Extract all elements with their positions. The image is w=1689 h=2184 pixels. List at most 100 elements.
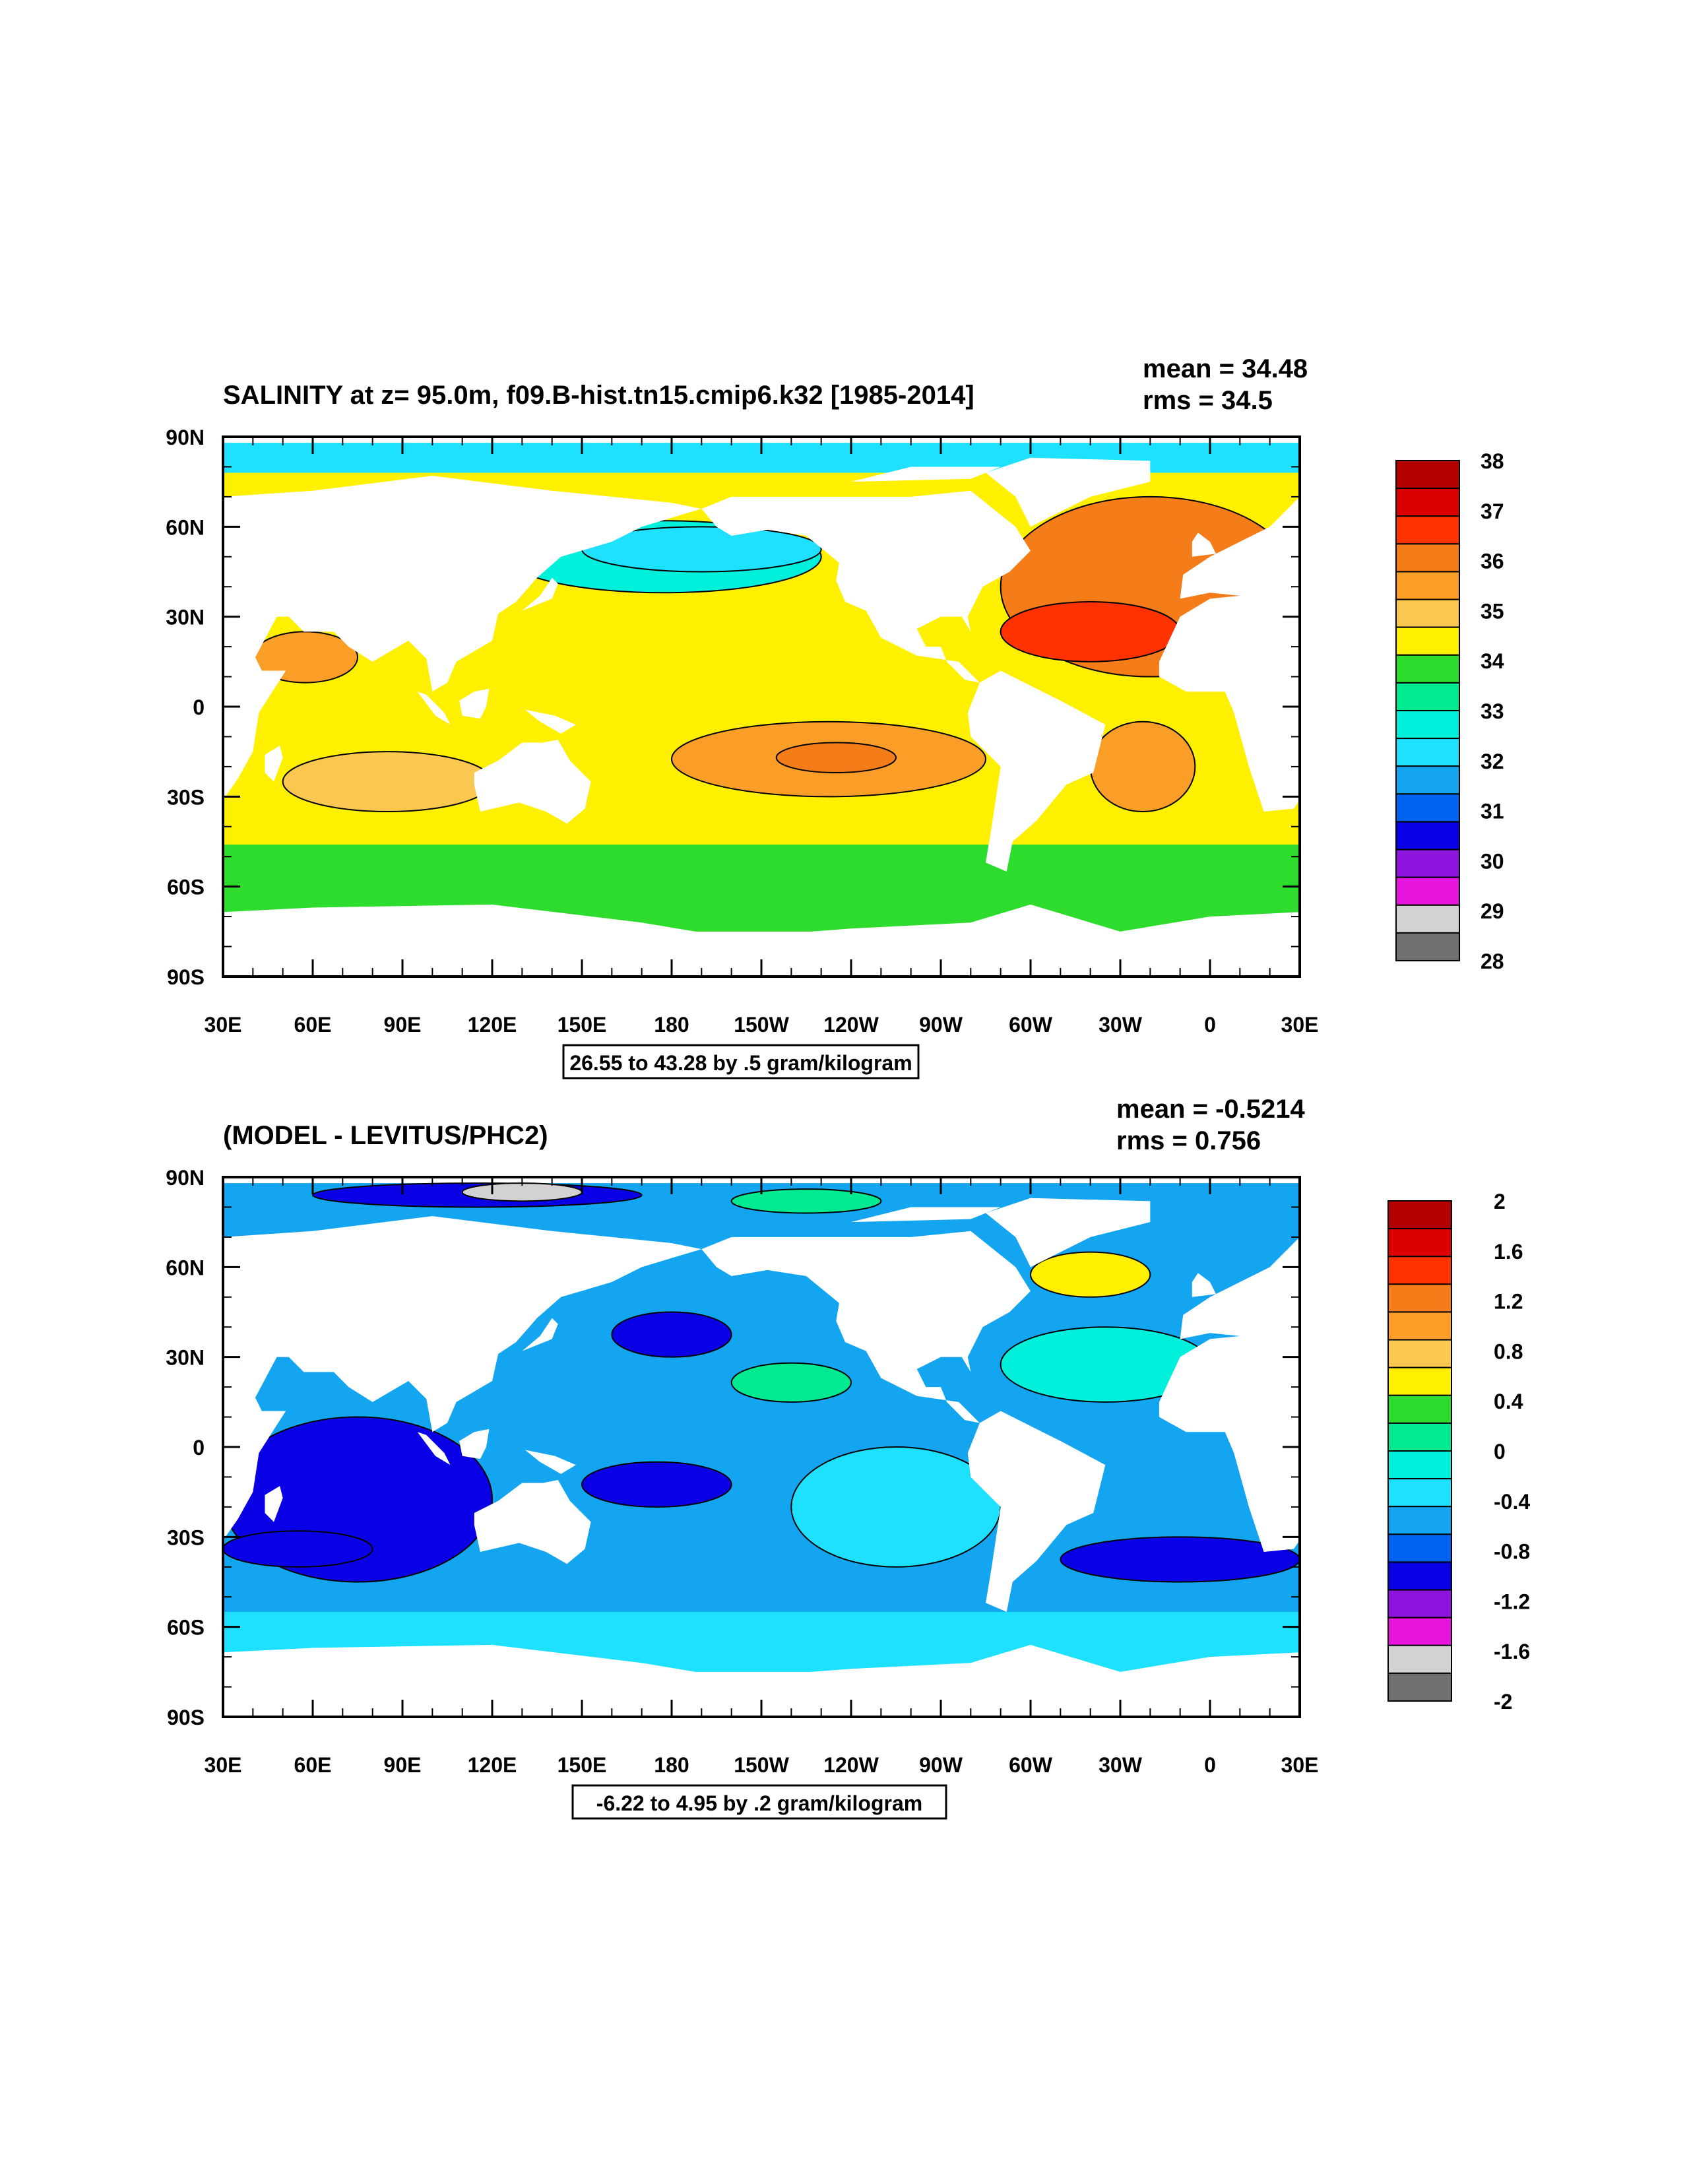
- colorbar-label: 37: [1481, 499, 1504, 523]
- colorbar-box: [1387, 1366, 1452, 1396]
- land-mass: [1192, 532, 1217, 557]
- colorbar-label: 1.2: [1494, 1290, 1523, 1314]
- lon-tick-label: 60W: [1009, 1013, 1053, 1037]
- lon-tick-label: 180: [654, 1013, 689, 1037]
- lat-tick-label: 60N: [166, 1256, 205, 1279]
- lon-tick-label: 60E: [294, 1753, 332, 1777]
- lon-tick-label: 30E: [205, 1753, 242, 1777]
- colorbar-box: [1395, 765, 1460, 795]
- heatmap-region: [223, 1530, 373, 1568]
- colorbar-label: 29: [1481, 899, 1504, 923]
- colorbar-label: 2: [1494, 1190, 1506, 1213]
- colorbar-box: [1395, 932, 1460, 962]
- colorbar-label: -1.6: [1494, 1640, 1530, 1663]
- lon-tick-label: 30E: [205, 1013, 242, 1037]
- lat-tick-label: 60N: [166, 515, 205, 539]
- land-masses: [223, 1198, 1300, 1717]
- colorbar: 2 1.6 1.2 0.8 0.4 0 -0.4 -0.8 -1.2 -1.6 -2: [1387, 1190, 1530, 1714]
- colorbar-label: 28: [1481, 949, 1504, 973]
- land-mass: [223, 1644, 1210, 1717]
- lon-tick-label: 150W: [734, 1753, 789, 1777]
- colorbar-box: [1395, 710, 1460, 740]
- colorbar-box: [1387, 1506, 1452, 1535]
- land-mass: [986, 457, 1151, 527]
- heatmap-region: [775, 742, 897, 773]
- colorbar-label: 0.8: [1494, 1339, 1523, 1363]
- colorbar-box: [1387, 1422, 1452, 1452]
- lat-tick-label: 0: [193, 695, 205, 719]
- heatmap-region: [282, 751, 493, 813]
- heatmap-region: [581, 1461, 732, 1508]
- colorbar-box: [1395, 654, 1460, 684]
- colorbar-box: [1395, 598, 1460, 628]
- map-plot-area: 90N 60N 30N 0 30S 60S 90S 30E 60E 90E 120E 150E 180…: [166, 1166, 1319, 1777]
- colorbar-box: [1387, 1283, 1452, 1313]
- contour-info-box: [562, 1044, 920, 1079]
- land-mass: [459, 1429, 490, 1460]
- contour-info-box: [571, 1784, 947, 1820]
- land-mass: [265, 1486, 283, 1522]
- land-mass: [417, 1432, 451, 1465]
- colorbar-box: [1387, 1533, 1452, 1563]
- colorbar-label: 34: [1481, 649, 1504, 673]
- lon-tick-label: 150E: [558, 1013, 607, 1037]
- colorbar-box: [1395, 821, 1460, 851]
- colorbar-box: [1387, 1339, 1452, 1368]
- lon-tick-label: 150E: [558, 1753, 607, 1777]
- lon-tick-label: 90E: [384, 1753, 422, 1777]
- colorbar-box: [1387, 1617, 1452, 1646]
- colorbar-label: 0.4: [1494, 1390, 1523, 1413]
- difference-panel: (MODEL - LEVITUS/PHC2) mean = -0.5214 rm…: [166, 1095, 1530, 1820]
- colorbar-box: [1395, 626, 1460, 656]
- colorbar: 38 37 36 35 34 33 32 31 30 29 28: [1395, 449, 1504, 973]
- colorbar-label: 38: [1481, 449, 1504, 473]
- colorbar-label: -1.2: [1494, 1590, 1530, 1613]
- land-mass: [223, 612, 286, 800]
- contour-info: 26.55 to 43.28 by .5 gram/kilogram: [569, 1051, 912, 1075]
- colorbar-box: [1387, 1256, 1452, 1285]
- lat-tick-label: 90S: [167, 1706, 205, 1729]
- land-mass: [265, 746, 283, 782]
- lat-tick-labels: 90N 60N 30N 0 30S 60S 90S: [166, 426, 205, 989]
- colorbar-label: 35: [1481, 599, 1504, 623]
- lat-tick-label: 60S: [167, 1616, 205, 1640]
- land-mass: [1180, 496, 1300, 614]
- land-mass: [1180, 1237, 1300, 1355]
- heatmap-region: [1089, 721, 1196, 813]
- contour-info: -6.22 to 4.95 by .2 gram/kilogram: [596, 1791, 922, 1815]
- lat-tick-label: 0: [193, 1436, 205, 1460]
- land-mass: [474, 1479, 591, 1564]
- colorbar-box: [1387, 1311, 1452, 1341]
- land-mass: [701, 490, 1031, 683]
- colorbar-box: [1387, 1478, 1452, 1508]
- colorbar-label: 1.6: [1494, 1240, 1523, 1264]
- lat-tick-label: 60S: [167, 876, 205, 899]
- land-mass: [417, 691, 451, 725]
- colorbar-label: 32: [1481, 750, 1504, 773]
- colorbar-box: [1395, 904, 1460, 934]
- land-mass: [1159, 595, 1300, 812]
- colorbar-box: [1395, 571, 1460, 600]
- colorbar-box: [1387, 1200, 1452, 1230]
- lon-tick-label: 60E: [294, 1013, 332, 1037]
- lat-tick-label: 30S: [167, 785, 205, 809]
- colorbar-box: [1395, 793, 1460, 823]
- lon-tick-label: 30E: [1281, 1753, 1319, 1777]
- heatmap-region: [1030, 1251, 1151, 1298]
- colorbar-box: [1395, 849, 1460, 878]
- colorbar-box: [1395, 515, 1460, 545]
- lon-tick-label: 30W: [1099, 1753, 1143, 1777]
- heatmap-region: [1000, 600, 1181, 662]
- heatmap-region: [611, 1311, 732, 1358]
- lon-tick-labels: 30E 60E 90E 120E 150E 180 150W 120W 90W 60W 30W 0 30…: [205, 1013, 1319, 1037]
- axis-ticks: [222, 1176, 1301, 1718]
- lon-tick-label: 120W: [823, 1753, 879, 1777]
- colorbar-label: -2: [1494, 1690, 1512, 1714]
- colorbar-box: [1395, 682, 1460, 712]
- heatmap-region: [730, 1362, 852, 1403]
- colorbar-box: [1395, 460, 1460, 490]
- colorbar-label: 31: [1481, 800, 1504, 823]
- rms-stat: rms = 34.5: [1143, 386, 1273, 415]
- colorbar-label: 36: [1481, 550, 1504, 573]
